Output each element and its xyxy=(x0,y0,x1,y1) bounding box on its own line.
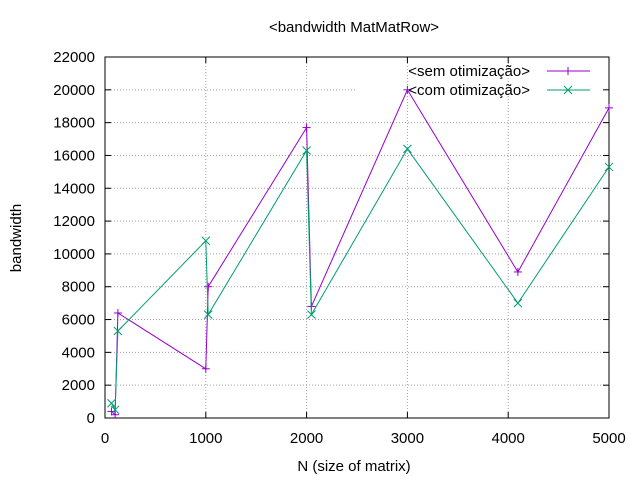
y-tick-label: 2000 xyxy=(62,377,95,394)
marker-stroke xyxy=(110,405,120,415)
data-point xyxy=(203,310,213,319)
y-tick-label: 14000 xyxy=(53,180,95,197)
legend: <sem otimização> <com otimização> xyxy=(408,63,590,99)
legend-marker xyxy=(563,85,573,95)
series-layer xyxy=(107,85,614,419)
y-tick-label: 18000 xyxy=(53,115,95,132)
series-line xyxy=(111,88,610,416)
x-axis-label: N (size of matrix) xyxy=(297,458,410,475)
marker-stroke xyxy=(513,298,523,308)
legend-label: <sem otimização> xyxy=(408,63,530,80)
x-tick-label: 1000 xyxy=(189,430,222,447)
data-point xyxy=(113,308,122,317)
series-2 xyxy=(107,144,614,415)
y-tick-label: 8000 xyxy=(62,279,95,296)
data-point xyxy=(302,146,311,155)
y-axis-label: bandwidth xyxy=(8,204,25,272)
y-tick-label: 16000 xyxy=(53,147,95,164)
data-point xyxy=(605,103,613,112)
data-point xyxy=(307,310,316,319)
x-tick-label: 3000 xyxy=(391,430,424,447)
grid xyxy=(105,57,609,418)
chart-title: <bandwidth MatMatRow> xyxy=(269,19,439,36)
data-point xyxy=(302,123,311,132)
series-line xyxy=(111,147,610,412)
y-tick-label: 12000 xyxy=(53,213,95,230)
y-tick-label: 22000 xyxy=(53,49,95,66)
axis-ticks: 0200040006000800010000120001400016000180… xyxy=(53,49,625,447)
y-tick-label: 6000 xyxy=(62,312,95,329)
data-point xyxy=(604,162,614,172)
data-point xyxy=(403,85,412,94)
data-point xyxy=(513,298,523,308)
marker-stroke xyxy=(563,85,573,95)
marker-stroke xyxy=(113,326,123,336)
data-point xyxy=(107,398,116,408)
x-tick-label: 2000 xyxy=(290,430,323,447)
y-tick-label: 10000 xyxy=(53,246,95,263)
data-point xyxy=(513,267,522,276)
y-tick-label: 4000 xyxy=(62,344,95,361)
marker-stroke xyxy=(201,236,211,246)
marker-stroke xyxy=(403,144,412,154)
legend-label: <com otimização> xyxy=(408,82,530,99)
data-point xyxy=(204,282,213,291)
marker-stroke xyxy=(307,310,316,319)
series-1 xyxy=(107,85,613,419)
data-point xyxy=(201,236,211,246)
x-tick-label: 0 xyxy=(101,430,109,447)
plot-frame xyxy=(104,56,610,419)
data-point xyxy=(111,410,120,419)
x-tick-label: 5000 xyxy=(592,430,625,447)
marker-stroke xyxy=(604,162,614,172)
x-tick-label: 4000 xyxy=(492,430,525,447)
data-point xyxy=(113,326,123,336)
marker-stroke xyxy=(203,310,213,319)
data-point xyxy=(110,405,120,415)
marker-stroke xyxy=(107,398,116,408)
data-point xyxy=(201,364,210,373)
marker-stroke xyxy=(302,146,311,155)
legend-marker xyxy=(564,67,572,75)
y-tick-label: 0 xyxy=(87,410,95,427)
data-point xyxy=(403,144,412,154)
y-tick-label: 20000 xyxy=(53,82,95,99)
